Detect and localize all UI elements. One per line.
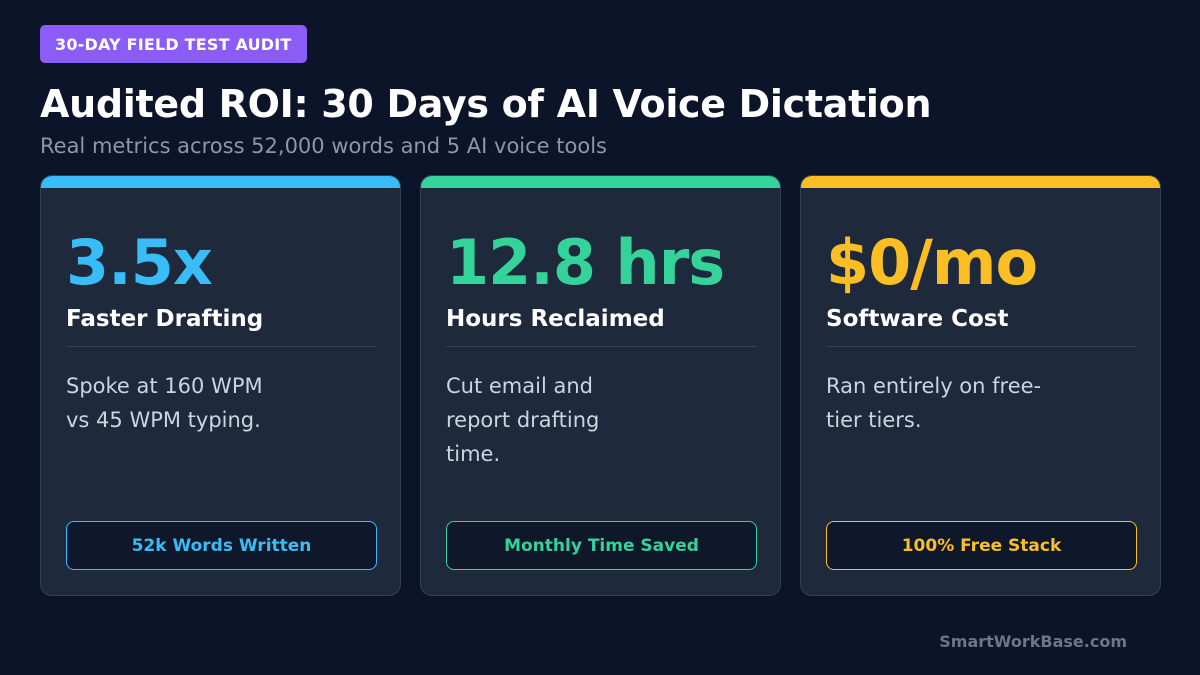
metric-tag: 52k Words Written xyxy=(66,521,377,570)
metric-description: Cut email and report drafting time. xyxy=(446,374,600,466)
card-accent-bar xyxy=(421,176,780,188)
card-divider xyxy=(826,346,1137,347)
card-accent-bar xyxy=(801,176,1160,188)
metric-description: Ran entirely on free-tier tiers. xyxy=(826,374,1042,432)
card-divider xyxy=(446,346,757,347)
metric-card-time: 12.8 hrs Hours Reclaimed Cut email and r… xyxy=(420,175,781,596)
metric-card-speed: 3.5x Faster Drafting Spoke at 160 WPM vs… xyxy=(40,175,401,596)
metric-label: Software Cost xyxy=(826,306,1009,332)
metric-card-cost: $0/mo Software Cost Ran entirely on free… xyxy=(800,175,1161,596)
audit-badge: 30-DAY FIELD TEST AUDIT xyxy=(40,25,307,63)
page-title: Audited ROI: 30 Days of AI Voice Dictati… xyxy=(40,82,932,126)
metric-label: Faster Drafting xyxy=(66,306,264,332)
card-accent-bar xyxy=(41,176,400,188)
metric-description: Spoke at 160 WPM vs 45 WPM typing. xyxy=(66,374,263,432)
metric-label: Hours Reclaimed xyxy=(446,306,665,332)
card-divider xyxy=(66,346,377,347)
metric-tag: 100% Free Stack xyxy=(826,521,1137,570)
metric-value: $0/mo xyxy=(826,226,1038,299)
metric-value: 12.8 hrs xyxy=(446,226,725,299)
metric-value: 3.5x xyxy=(66,226,213,299)
footer-brand: SmartWorkBase.com xyxy=(939,632,1127,651)
page-subtitle: Real metrics across 52,000 words and 5 A… xyxy=(40,134,607,158)
metric-tag: Monthly Time Saved xyxy=(446,521,757,570)
